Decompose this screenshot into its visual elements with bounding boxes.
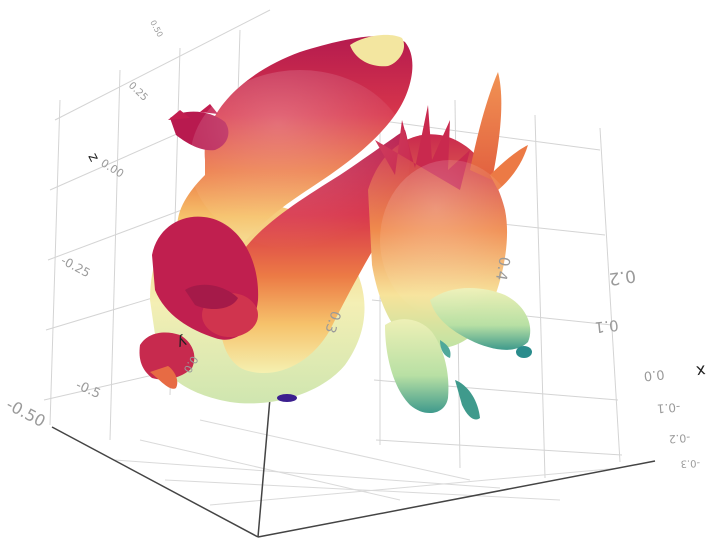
x-tick-label: 0.1 — [594, 316, 620, 336]
x-tick-label: -0.2 — [668, 431, 690, 445]
x-axis-label: x — [695, 361, 707, 381]
x-tick-label: -0.3 — [680, 457, 700, 469]
x-axis-ticks: 0.2 0.1 0.0 -0.1 -0.2 -0.3 — [594, 265, 700, 469]
z-tick-label: 0.00 — [98, 157, 126, 181]
dragon-mesh — [139, 34, 532, 420]
y-tick-label: 0.3 — [321, 309, 343, 335]
z-axis-ticks: 0.50 0.25 0.00 -0.25 -0.5 -0.50 — [3, 19, 164, 431]
y-tick-label: 0.4 — [492, 255, 514, 282]
x-tick-label: 0.0 — [643, 366, 665, 383]
z-tick-label: -0.50 — [3, 395, 48, 431]
z-tick-label: -0.25 — [59, 253, 93, 280]
x-tick-label: -0.1 — [656, 400, 680, 416]
z-tick-label: -0.5 — [73, 378, 102, 402]
z-tick-label: 0.50 — [148, 19, 164, 39]
axis-lines — [51, 397, 656, 538]
z-axis-label: z — [84, 150, 102, 164]
z-tick-label: 0.25 — [126, 80, 150, 103]
x-tick-label: 0.2 — [608, 265, 638, 289]
floor-grid — [114, 419, 621, 506]
